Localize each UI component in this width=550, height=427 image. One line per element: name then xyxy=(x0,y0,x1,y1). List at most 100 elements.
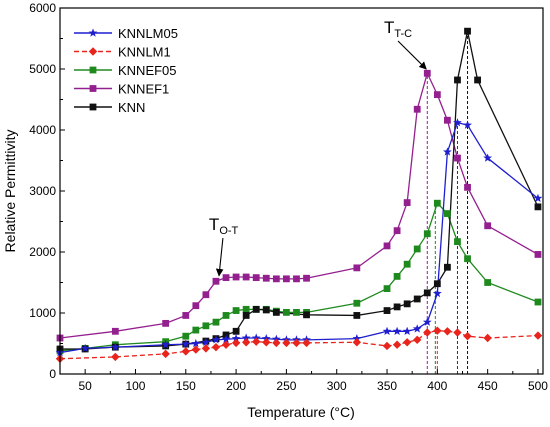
data-point-knnef05 xyxy=(192,326,200,334)
data-point-knnef1 xyxy=(272,275,280,283)
data-point-knnlm05 xyxy=(402,326,412,336)
legend-label: KNN xyxy=(118,100,145,115)
y-axis: 0 1000 2000 3000 4000 5000 6000 xyxy=(29,1,65,381)
data-point-knnef05 xyxy=(383,285,391,292)
data-point-knnef05 xyxy=(464,255,471,263)
data-point-knnef1 xyxy=(423,69,431,77)
data-point-knnef1 xyxy=(242,273,250,281)
y-axis-title: Relative Permittivity xyxy=(2,130,18,253)
legend-marker xyxy=(89,103,97,111)
data-point-knnlm05 xyxy=(432,288,442,298)
legend-marker xyxy=(88,47,98,56)
data-point-knnlm1 xyxy=(413,335,422,345)
data-point-knnef05 xyxy=(403,260,411,268)
data-point-knnef05 xyxy=(202,322,210,330)
data-point-knnef1 xyxy=(484,222,492,230)
data-point-knnlm05 xyxy=(392,326,402,336)
data-point-knnlm05 xyxy=(382,326,392,336)
data-point-knn xyxy=(272,308,280,316)
data-point-knnef05 xyxy=(212,318,220,326)
data-point-knnef1 xyxy=(283,275,290,283)
data-point-knn xyxy=(252,305,260,313)
data-point-knnef1 xyxy=(111,327,119,335)
data-point-knnlm05 xyxy=(533,193,543,203)
data-point-knnlm1 xyxy=(433,326,442,335)
data-point-knnlm1 xyxy=(161,349,170,359)
legend-marker xyxy=(89,85,97,92)
x-tick-label: 100 xyxy=(125,379,145,393)
data-point-knnef05 xyxy=(444,210,451,217)
data-point-knn xyxy=(474,76,481,84)
x-axis: 50 100 150 200 250 300 350 400 450 500 xyxy=(78,369,548,393)
data-point-knnlm05 xyxy=(161,340,171,349)
data-point-knnef1 xyxy=(403,199,411,206)
annotation-sub: O-T xyxy=(219,225,238,237)
data-point-knn xyxy=(403,300,411,308)
series-markers xyxy=(55,27,543,363)
data-point-knn xyxy=(433,280,441,288)
y-tick-label: 3000 xyxy=(29,184,56,198)
annotation-arrow xyxy=(215,237,224,277)
data-point-knn xyxy=(383,307,391,314)
data-point-knnef05 xyxy=(232,307,240,314)
data-point-knnef1 xyxy=(162,319,170,327)
data-point-knnlm1 xyxy=(533,331,543,340)
data-point-knnlm05 xyxy=(201,337,211,346)
data-point-knnef05 xyxy=(222,312,230,319)
data-point-knn xyxy=(444,263,451,271)
data-point-knnef1 xyxy=(353,264,361,272)
data-point-knnef1 xyxy=(232,273,240,281)
data-point-knnlm1 xyxy=(453,328,462,337)
data-point-knnef05 xyxy=(353,299,361,307)
data-point-knnlm1 xyxy=(252,337,261,346)
data-point-knn xyxy=(303,311,310,319)
data-point-knnef1 xyxy=(222,274,230,282)
series-line-knnlm05 xyxy=(59,122,539,354)
x-tick-label: 150 xyxy=(176,379,196,393)
series-line-knnef1 xyxy=(59,72,539,339)
data-point-knnef1 xyxy=(454,154,461,162)
data-point-knnlm05 xyxy=(443,147,452,156)
legend-label: KNNLM05 xyxy=(118,26,178,41)
data-point-knn xyxy=(393,303,401,311)
reference-lines xyxy=(426,31,469,374)
data-point-knnlm1 xyxy=(352,338,362,347)
data-point-knnef1 xyxy=(182,312,190,319)
y-tick-label: 4000 xyxy=(29,123,56,137)
data-point-knnlm1 xyxy=(443,327,452,336)
annotation-sub: T-C xyxy=(394,28,412,40)
data-point-knnef1 xyxy=(383,242,391,250)
data-point-knnlm05 xyxy=(241,333,251,342)
data-point-knnlm1 xyxy=(241,338,251,347)
data-point-knnef05 xyxy=(413,245,421,253)
data-point-knn xyxy=(353,312,361,319)
data-point-knnlm05 xyxy=(453,118,462,127)
data-point-knnlm1 xyxy=(463,331,472,341)
data-point-knnlm05 xyxy=(221,334,231,343)
x-tick-label: 450 xyxy=(478,379,498,393)
legend-marker xyxy=(88,28,98,37)
data-point-knnef05 xyxy=(393,273,401,280)
data-point-knnlm05 xyxy=(110,342,120,351)
y-tick-label: 1000 xyxy=(29,306,56,320)
data-point-knnef05 xyxy=(454,238,461,246)
legend-marker xyxy=(89,66,97,74)
data-point-knnef1 xyxy=(212,277,220,285)
x-tick-label: 300 xyxy=(327,379,347,393)
x-tick-label: 350 xyxy=(377,379,397,393)
data-point-knnef05 xyxy=(433,199,441,207)
data-point-knnlm1 xyxy=(392,340,402,349)
data-point-knnlm05 xyxy=(463,120,472,129)
data-point-knnlm1 xyxy=(483,333,492,343)
data-point-knnef1 xyxy=(293,275,300,283)
series-line-knnlm1 xyxy=(59,330,539,360)
data-point-knnlm1 xyxy=(191,345,201,354)
data-point-knnef05 xyxy=(484,279,492,286)
data-point-knnlm05 xyxy=(422,317,432,326)
data-point-knnlm1 xyxy=(282,338,291,348)
x-tick-label: 250 xyxy=(276,379,296,393)
data-point-knn xyxy=(534,203,542,211)
data-point-knnef05 xyxy=(534,298,542,306)
data-point-knn xyxy=(464,27,471,35)
data-point-knnlm1 xyxy=(423,328,432,337)
